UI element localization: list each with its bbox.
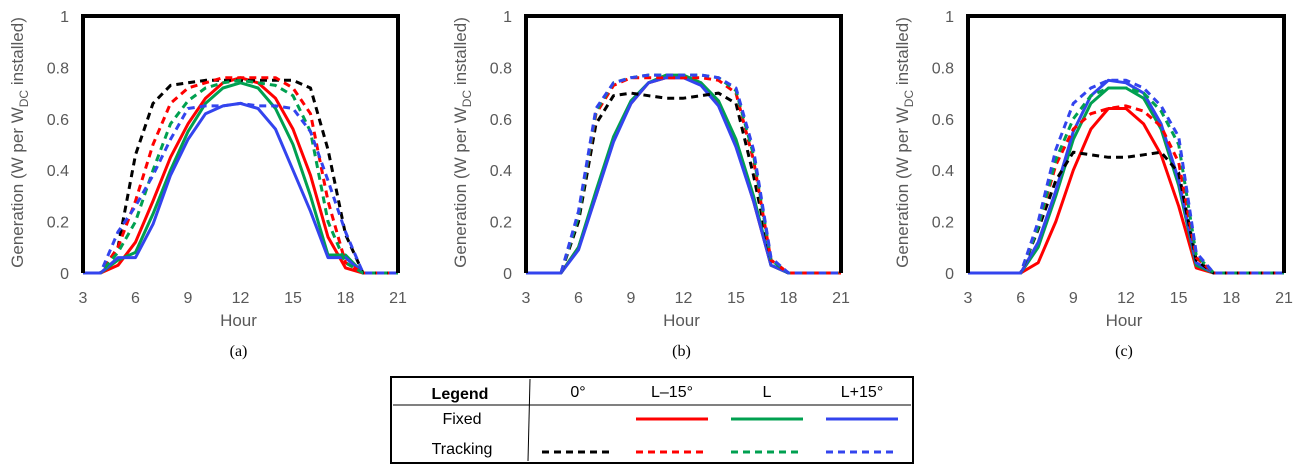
legend-column-header: L	[763, 384, 772, 401]
panel-label: (a)	[230, 343, 248, 360]
y-tick-label: 0.8	[47, 60, 69, 77]
legend-column-divider	[527, 378, 531, 462]
chart-panel-3: 0 0.2 0.4 0.6 0.8 1 3 6 9 12 15 18 21 Hour Generation …	[893, 9, 1293, 360]
x-tick-label: 18	[337, 290, 355, 307]
series-line-fixed-l	[83, 81, 398, 275]
y-axis-title-tail: installed)	[8, 17, 27, 90]
legend-column-header: L+15°	[841, 384, 883, 401]
chart-panel-2: 0 0.2 0.4 0.6 0.8 1 3 6 9 12 15 18 21 Hour Generation …	[451, 9, 850, 360]
y-axis-title: Generation (W per WDC installed)	[451, 17, 474, 268]
y-tick-label: 0.2	[47, 215, 69, 232]
x-tick-label: 15	[727, 290, 745, 307]
y-tick-label: 0.8	[932, 60, 954, 77]
series-line-tracking-lminus-15	[526, 76, 841, 275]
series-line-tracking-0	[968, 150, 1284, 275]
x-tick-label: 12	[675, 290, 693, 307]
y-tick-label: 0.6	[490, 112, 512, 129]
x-axis-title: Hour	[220, 311, 257, 330]
y-axis-title-main: Generation (W per W	[893, 107, 912, 268]
series-line-tracking-l	[968, 86, 1284, 275]
y-tick-label: 0	[60, 266, 69, 283]
legend-title: Legend	[432, 386, 489, 403]
x-axis-title: Hour	[663, 311, 700, 330]
x-tick-label: 12	[1117, 290, 1135, 307]
series-line-fixed-l	[526, 73, 841, 275]
x-tick-label: 21	[1275, 290, 1293, 307]
x-tick-label: 3	[964, 290, 973, 307]
y-axis-title-tail: installed)	[893, 17, 912, 90]
x-tick-label: 6	[574, 290, 583, 307]
y-tick-label: 0.4	[490, 163, 512, 180]
y-tick-label: 0	[503, 266, 512, 283]
series-line-tracking-lminus-15	[83, 76, 398, 275]
x-tick-label: 3	[522, 290, 531, 307]
y-axis-title-main: Generation (W per W	[451, 107, 470, 268]
y-axis-title-tail: installed)	[451, 17, 470, 90]
series-line-fixed-l	[968, 86, 1284, 275]
legend-row-label: Fixed	[442, 411, 481, 428]
legend-column-header: L–15°	[651, 384, 693, 401]
x-tick-label: 9	[1069, 290, 1078, 307]
y-tick-label: 0.4	[47, 163, 69, 180]
x-axis-title: Hour	[1106, 311, 1143, 330]
series-line-tracking-lplus-15	[526, 73, 841, 275]
series-line-tracking-l	[83, 78, 398, 275]
x-tick-label: 21	[832, 290, 850, 307]
legend: Legend 0° L–15° L L+15° Fixed Tracking	[390, 376, 914, 464]
y-axis-title: Generation (W per WDC installed)	[893, 17, 916, 268]
x-tick-label: 6	[1016, 290, 1025, 307]
y-tick-label: 0	[945, 266, 954, 283]
series-line-tracking-lplus-15	[83, 101, 398, 275]
y-axis-title: Generation (W per WDC installed)	[8, 17, 31, 268]
y-tick-label: 1	[945, 9, 954, 26]
x-tick-label: 21	[389, 290, 407, 307]
x-tick-label: 15	[284, 290, 302, 307]
series-line-fixed-lplus-15	[526, 76, 841, 275]
x-tick-label: 3	[79, 290, 88, 307]
series-line-fixed-lminus-15	[526, 76, 841, 275]
y-axis-title-subscript: DC	[902, 90, 916, 108]
legend-column-header: 0°	[570, 384, 585, 401]
y-tick-label: 1	[503, 9, 512, 26]
panel-label: (c)	[1115, 343, 1133, 360]
y-tick-label: 0.8	[490, 60, 512, 77]
series-line-tracking-lminus-15	[968, 104, 1284, 275]
chart-panel-1: 0 0.2 0.4 0.6 0.8 1 3 6 9 12 15 18 21 Hour Generation …	[8, 9, 407, 360]
series-line-tracking-0	[526, 91, 841, 275]
y-tick-label: 0.6	[47, 112, 69, 129]
y-tick-label: 0.6	[932, 112, 954, 129]
y-axis-title-main: Generation (W per W	[8, 107, 27, 268]
y-tick-label: 0.2	[932, 215, 954, 232]
x-tick-label: 18	[780, 290, 798, 307]
x-tick-label: 12	[232, 290, 250, 307]
legend-row-label: Tracking	[432, 441, 493, 458]
x-tick-label: 9	[184, 290, 193, 307]
y-tick-label: 0.2	[490, 215, 512, 232]
x-tick-label: 6	[131, 290, 140, 307]
y-tick-label: 1	[60, 9, 69, 26]
x-tick-label: 9	[627, 290, 636, 307]
series-line-fixed-lminus-15	[968, 107, 1284, 275]
panel-label: (b)	[672, 343, 691, 360]
x-tick-label: 15	[1170, 290, 1188, 307]
y-tick-label: 0.4	[932, 163, 954, 180]
series-line-tracking-l	[526, 73, 841, 275]
y-axis-title-subscript: DC	[17, 90, 31, 108]
series-line-tracking-lplus-15	[968, 78, 1284, 275]
y-axis-title-subscript: DC	[460, 90, 474, 108]
x-tick-label: 18	[1222, 290, 1240, 307]
